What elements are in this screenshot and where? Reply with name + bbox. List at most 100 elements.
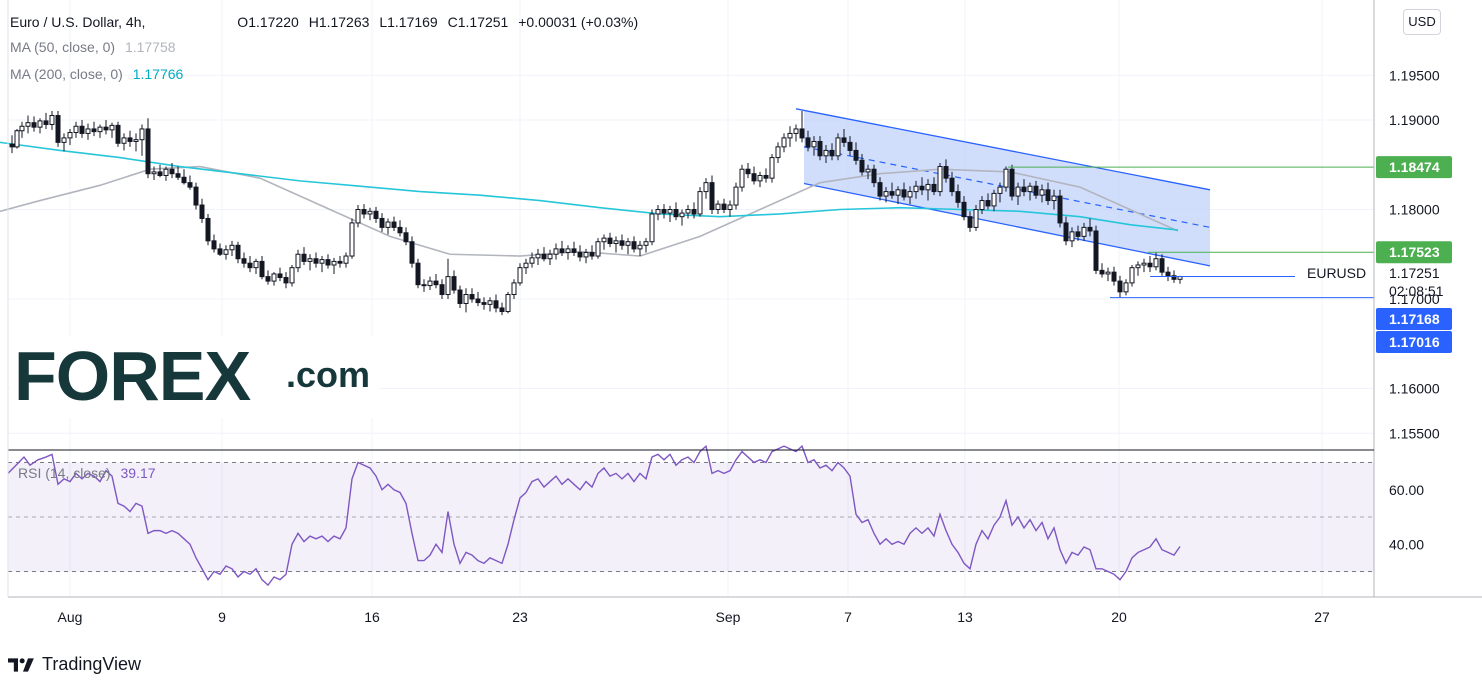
candle [925, 179, 931, 201]
candle [973, 205, 979, 231]
candle [757, 171, 763, 188]
candle-body [523, 262, 529, 269]
candle [463, 288, 469, 313]
candle-body [109, 124, 115, 131]
candle-body [919, 185, 925, 191]
rsi-legend[interactable]: RSI (14, close) 39.17 [18, 465, 162, 481]
candle [649, 209, 655, 246]
candle [1117, 275, 1123, 298]
candle-body [385, 221, 391, 228]
candle-body [1057, 195, 1063, 224]
candle [319, 256, 325, 273]
candle [487, 297, 493, 312]
candle [1009, 164, 1015, 201]
candle-body [667, 209, 673, 214]
candle-body [517, 267, 523, 284]
candle [985, 193, 991, 210]
symbol-label: EURUSD [1307, 265, 1366, 281]
candle-body [343, 255, 349, 264]
candle [175, 166, 181, 180]
candle-body [937, 166, 943, 193]
candle [511, 279, 517, 299]
candle [355, 205, 361, 228]
candle [1159, 254, 1165, 276]
candle-body [1045, 189, 1051, 202]
symbol-title[interactable]: Euro / U.S. Dollar, 4h, [10, 14, 146, 30]
rsi-line [7, 444, 1181, 587]
candle-body [91, 128, 97, 133]
candle [97, 124, 103, 138]
candle-body [253, 260, 259, 269]
candle [655, 205, 661, 221]
candle [1087, 218, 1093, 237]
candle [1147, 256, 1153, 273]
candle [367, 207, 373, 221]
ma200-legend[interactable]: MA (200, close, 0) 1.17766 [10, 66, 189, 82]
candle [907, 186, 913, 205]
candle-body [67, 132, 73, 139]
candle [121, 133, 127, 151]
price-label-box: 1.17168 [1376, 308, 1452, 330]
candle-body [1153, 258, 1159, 268]
high-label: H [308, 14, 319, 30]
candle [829, 143, 835, 161]
candle-body [121, 137, 127, 144]
candle-body [559, 248, 565, 253]
candle [1099, 263, 1105, 278]
close-value: C1.17251 [448, 14, 513, 30]
candle-body [631, 241, 637, 250]
candle [427, 276, 433, 291]
ma50-legend[interactable]: MA (50, close, 0) 1.17758 [10, 39, 182, 55]
candle-body [31, 122, 37, 128]
candle [373, 206, 379, 223]
candle [1123, 279, 1129, 296]
candle-body [1075, 231, 1081, 237]
candle-body [991, 192, 997, 207]
candle [571, 241, 577, 257]
candle-body [175, 173, 181, 178]
candle-body [793, 128, 799, 134]
candle-body [181, 176, 187, 184]
candle [823, 145, 829, 163]
candle-body [1123, 282, 1129, 293]
candle [277, 267, 283, 282]
candle-body [43, 120, 49, 125]
candle [14, 128, 20, 149]
candle-body [415, 262, 421, 286]
candle [265, 270, 271, 285]
candle-body [403, 232, 409, 243]
candle [343, 252, 349, 268]
candle-body [493, 300, 499, 309]
candle [157, 164, 163, 178]
candle-body [763, 174, 769, 179]
candle-body [433, 280, 439, 286]
rsi-tick-label: 40.00 [1389, 536, 1424, 552]
candle [595, 238, 601, 259]
candle-body [205, 217, 211, 242]
candle-body [547, 253, 553, 260]
candle-body [1021, 186, 1027, 193]
candle-body [877, 182, 883, 197]
candle [49, 111, 55, 130]
price-tick-label: 1.17000 [1389, 291, 1440, 307]
candle [553, 243, 559, 260]
horizontal-lines [1008, 166, 1374, 299]
currency-button[interactable]: USD [1403, 9, 1441, 35]
candle [667, 205, 673, 223]
candle [1033, 180, 1039, 199]
ma50-value: 1.17758 [124, 39, 176, 55]
candle-body [859, 159, 865, 173]
candle [775, 142, 781, 163]
candle [877, 177, 883, 201]
price-label-text: 1.18474 [1389, 159, 1440, 175]
channel-fill [804, 110, 1210, 266]
candle [535, 248, 541, 265]
tradingview-brand[interactable]: TradingView [8, 654, 141, 675]
candle-body [307, 258, 313, 262]
candle [607, 232, 613, 248]
change-value: +0.00031 (+0.03%) [518, 14, 639, 30]
candle-body [595, 241, 601, 257]
candle-body [811, 140, 817, 148]
candle-body [1087, 226, 1093, 232]
candle-body [541, 253, 547, 260]
